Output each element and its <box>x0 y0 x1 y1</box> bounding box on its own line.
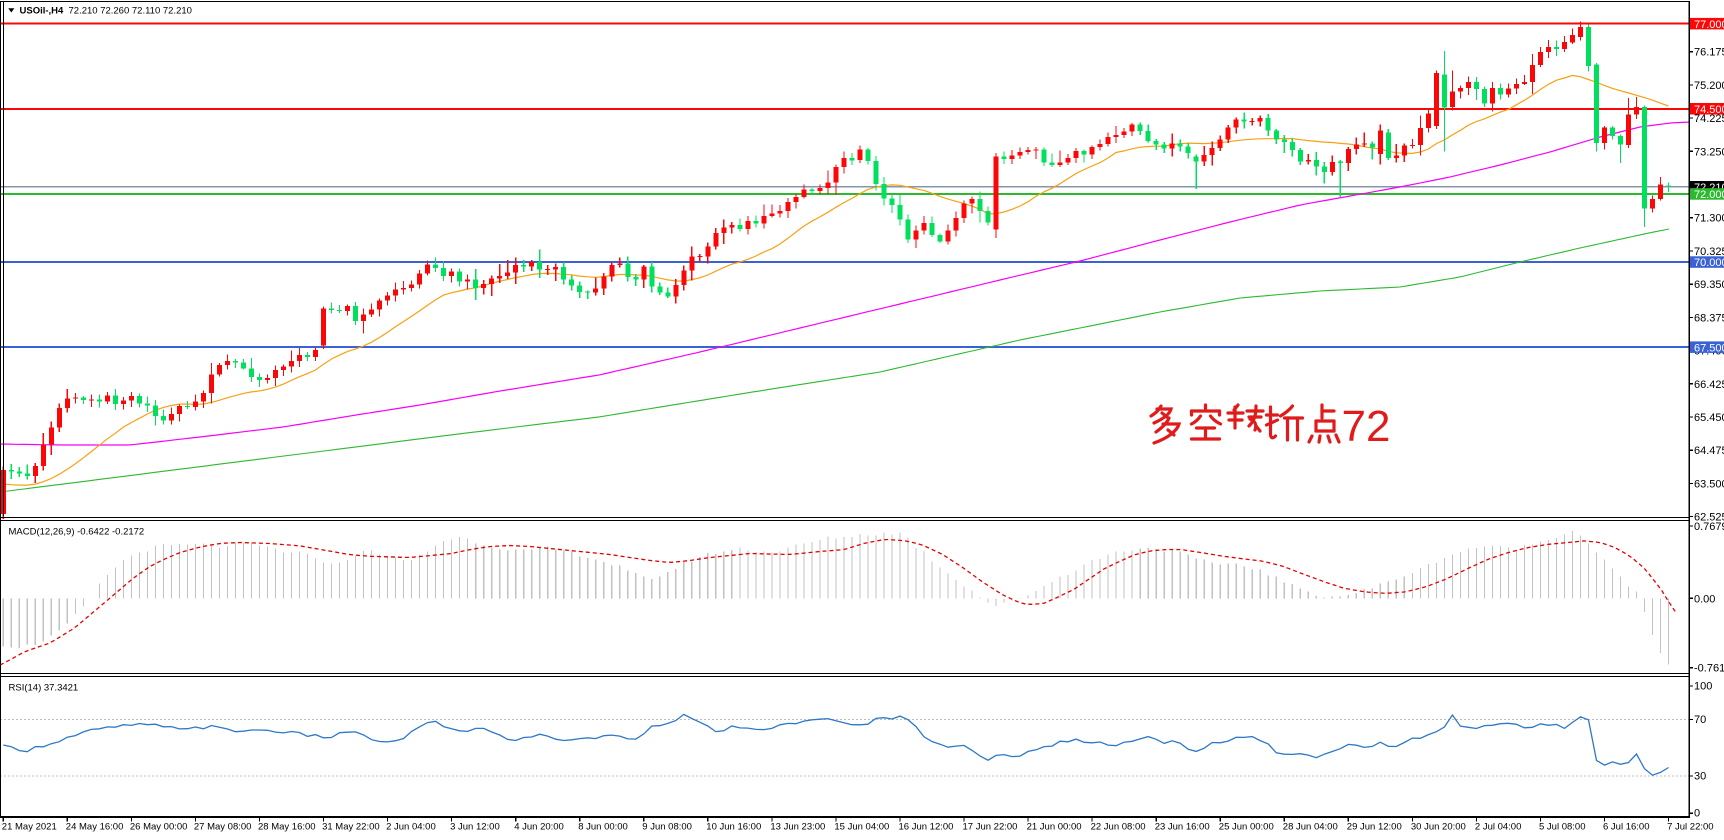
svg-text:0.7679: 0.7679 <box>1694 521 1724 533</box>
svg-text:70: 70 <box>1694 714 1706 726</box>
svg-text:2 Jul 04:00: 2 Jul 04:00 <box>1475 822 1521 833</box>
svg-text:62.525: 62.525 <box>1694 512 1724 524</box>
svg-text:31 May 22:00: 31 May 22:00 <box>322 822 380 833</box>
svg-text:74.500: 74.500 <box>1694 104 1724 116</box>
svg-text:77.000: 77.000 <box>1694 19 1724 31</box>
svg-text:0: 0 <box>1694 808 1700 820</box>
svg-text:25 Jun 00:00: 25 Jun 00:00 <box>1219 822 1274 833</box>
svg-text:15 Jun 04:00: 15 Jun 04:00 <box>834 822 889 833</box>
svg-text:17 Jun 22:00: 17 Jun 22:00 <box>963 822 1018 833</box>
svg-text:74.225: 74.225 <box>1694 113 1724 125</box>
svg-text:4 Jun 20:00: 4 Jun 20:00 <box>514 822 564 833</box>
svg-text:72: 72 <box>1342 402 1391 451</box>
svg-text:76.175: 76.175 <box>1694 47 1724 59</box>
svg-text:28 May 16:00: 28 May 16:00 <box>258 822 316 833</box>
svg-text:8 Jun 00:00: 8 Jun 00:00 <box>578 822 628 833</box>
svg-text:26 May 00:00: 26 May 00:00 <box>130 822 188 833</box>
svg-text:72.000: 72.000 <box>1694 189 1724 201</box>
svg-text:7 Jul 22:00: 7 Jul 22:00 <box>1667 822 1713 833</box>
svg-text:0.00: 0.00 <box>1694 593 1715 605</box>
svg-text:73.250: 73.250 <box>1694 146 1724 158</box>
svg-text:100: 100 <box>1694 681 1712 693</box>
svg-text:USOil-,H4: USOil-,H4 <box>20 6 65 17</box>
svg-text:RSI(14) 37.3421: RSI(14) 37.3421 <box>9 683 79 694</box>
svg-text:24 May 16:00: 24 May 16:00 <box>66 822 124 833</box>
svg-text:70.000: 70.000 <box>1694 257 1724 269</box>
svg-text:23 Jun 16:00: 23 Jun 16:00 <box>1155 822 1210 833</box>
svg-text:21 Jun 00:00: 21 Jun 00:00 <box>1027 822 1082 833</box>
svg-text:72.210 72.260 72.110 72.210: 72.210 72.260 72.110 72.210 <box>69 6 192 17</box>
svg-text:65.450: 65.450 <box>1694 412 1724 424</box>
svg-text:27 May 08:00: 27 May 08:00 <box>194 822 252 833</box>
svg-text:69.350: 69.350 <box>1694 279 1724 291</box>
svg-text:66.425: 66.425 <box>1694 379 1724 391</box>
svg-text:2 Jun 04:00: 2 Jun 04:00 <box>386 822 436 833</box>
svg-text:6 Jul 16:00: 6 Jul 16:00 <box>1603 822 1649 833</box>
svg-text:68.375: 68.375 <box>1694 312 1724 324</box>
svg-text:70.325: 70.325 <box>1694 246 1724 258</box>
svg-text:9 Jun 08:00: 9 Jun 08:00 <box>642 822 692 833</box>
svg-text:67.500: 67.500 <box>1694 342 1724 354</box>
svg-text:16 Jun 12:00: 16 Jun 12:00 <box>899 822 954 833</box>
svg-text:71.300: 71.300 <box>1694 213 1724 225</box>
svg-text:30 Jun 20:00: 30 Jun 20:00 <box>1411 822 1466 833</box>
svg-text:MACD(12,26,9) -0.6422 -0.2172: MACD(12,26,9) -0.6422 -0.2172 <box>9 527 145 538</box>
svg-text:3 Jun 12:00: 3 Jun 12:00 <box>450 822 500 833</box>
svg-text:10 Jun 16:00: 10 Jun 16:00 <box>706 822 761 833</box>
svg-text:5 Jul 08:00: 5 Jul 08:00 <box>1539 822 1585 833</box>
svg-text:64.475: 64.475 <box>1694 445 1724 457</box>
svg-text:21 May 2021: 21 May 2021 <box>2 822 57 833</box>
svg-text:63.500: 63.500 <box>1694 478 1724 490</box>
svg-text:75.200: 75.200 <box>1694 80 1724 92</box>
svg-text:13 Jun 23:00: 13 Jun 23:00 <box>770 822 825 833</box>
svg-text:30: 30 <box>1694 771 1706 783</box>
svg-text:22 Jun 08:00: 22 Jun 08:00 <box>1091 822 1146 833</box>
svg-text:29 Jun 12:00: 29 Jun 12:00 <box>1347 822 1402 833</box>
svg-text:28 Jun 04:00: 28 Jun 04:00 <box>1283 822 1338 833</box>
svg-text:-0.761: -0.761 <box>1694 663 1724 675</box>
